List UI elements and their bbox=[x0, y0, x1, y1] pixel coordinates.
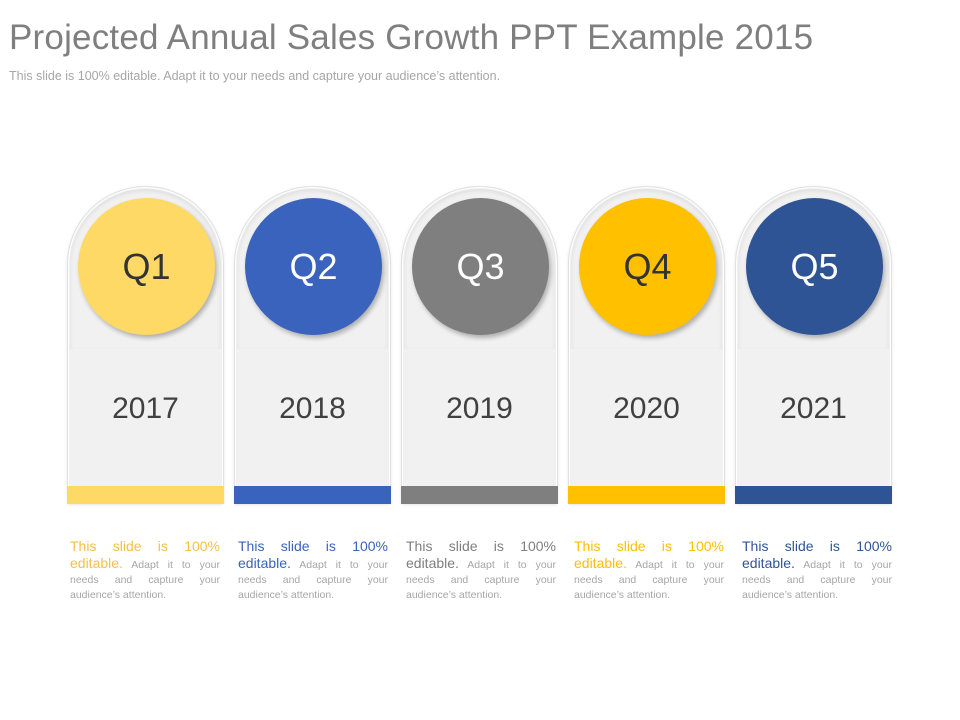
year-label: 2020 bbox=[613, 392, 680, 425]
quarter-circle: Q4 bbox=[579, 198, 716, 335]
year-label: 2017 bbox=[112, 392, 179, 425]
timeline-card-q5: Q5 2021 bbox=[735, 186, 892, 504]
description-lead: This slide is 100% editable. bbox=[742, 538, 892, 571]
description-q3: This slide is 100% editable. Adapt it to… bbox=[406, 539, 556, 603]
description-body: Adapt it to your needs and capture your … bbox=[238, 559, 388, 601]
description-body: Adapt it to your needs and capture your … bbox=[70, 559, 220, 601]
description-q4: This slide is 100% editable. Adapt it to… bbox=[574, 539, 724, 603]
color-bar bbox=[735, 486, 892, 504]
quarter-circle: Q3 bbox=[412, 198, 549, 335]
slide-subtitle: This slide is 100% editable. Adapt it to… bbox=[9, 69, 501, 83]
description-lead: This slide is 100% editable. bbox=[238, 538, 388, 571]
description-lead: This slide is 100% editable. bbox=[574, 538, 724, 571]
year-label: 2021 bbox=[780, 392, 847, 425]
quarter-circle: Q2 bbox=[245, 198, 382, 335]
description-lead: This slide is 100% editable. bbox=[70, 538, 220, 571]
quarter-circle: Q5 bbox=[746, 198, 883, 335]
description-body: Adapt it to your needs and capture your … bbox=[406, 559, 556, 601]
description-body: Adapt it to your needs and capture your … bbox=[742, 559, 892, 601]
color-bar bbox=[234, 486, 391, 504]
color-bar bbox=[568, 486, 725, 504]
color-bar bbox=[401, 486, 558, 504]
year-label: 2019 bbox=[446, 392, 513, 425]
year-label: 2018 bbox=[279, 392, 346, 425]
slide-title: Projected Annual Sales Growth PPT Exampl… bbox=[9, 18, 814, 57]
description-body: Adapt it to your needs and capture your … bbox=[574, 559, 724, 601]
timeline-card-q1: Q1 2017 bbox=[67, 186, 224, 504]
quarter-circle: Q1 bbox=[78, 198, 215, 335]
description-q1: This slide is 100% editable. Adapt it to… bbox=[70, 539, 220, 603]
description-q2: This slide is 100% editable. Adapt it to… bbox=[238, 539, 388, 603]
description-q5: This slide is 100% editable. Adapt it to… bbox=[742, 539, 892, 603]
color-bar bbox=[67, 486, 224, 504]
timeline-card-q4: Q4 2020 bbox=[568, 186, 725, 504]
description-lead: This slide is 100% editable. bbox=[406, 538, 556, 571]
timeline-card-q2: Q2 2018 bbox=[234, 186, 391, 504]
timeline-card-q3: Q3 2019 bbox=[401, 186, 558, 504]
